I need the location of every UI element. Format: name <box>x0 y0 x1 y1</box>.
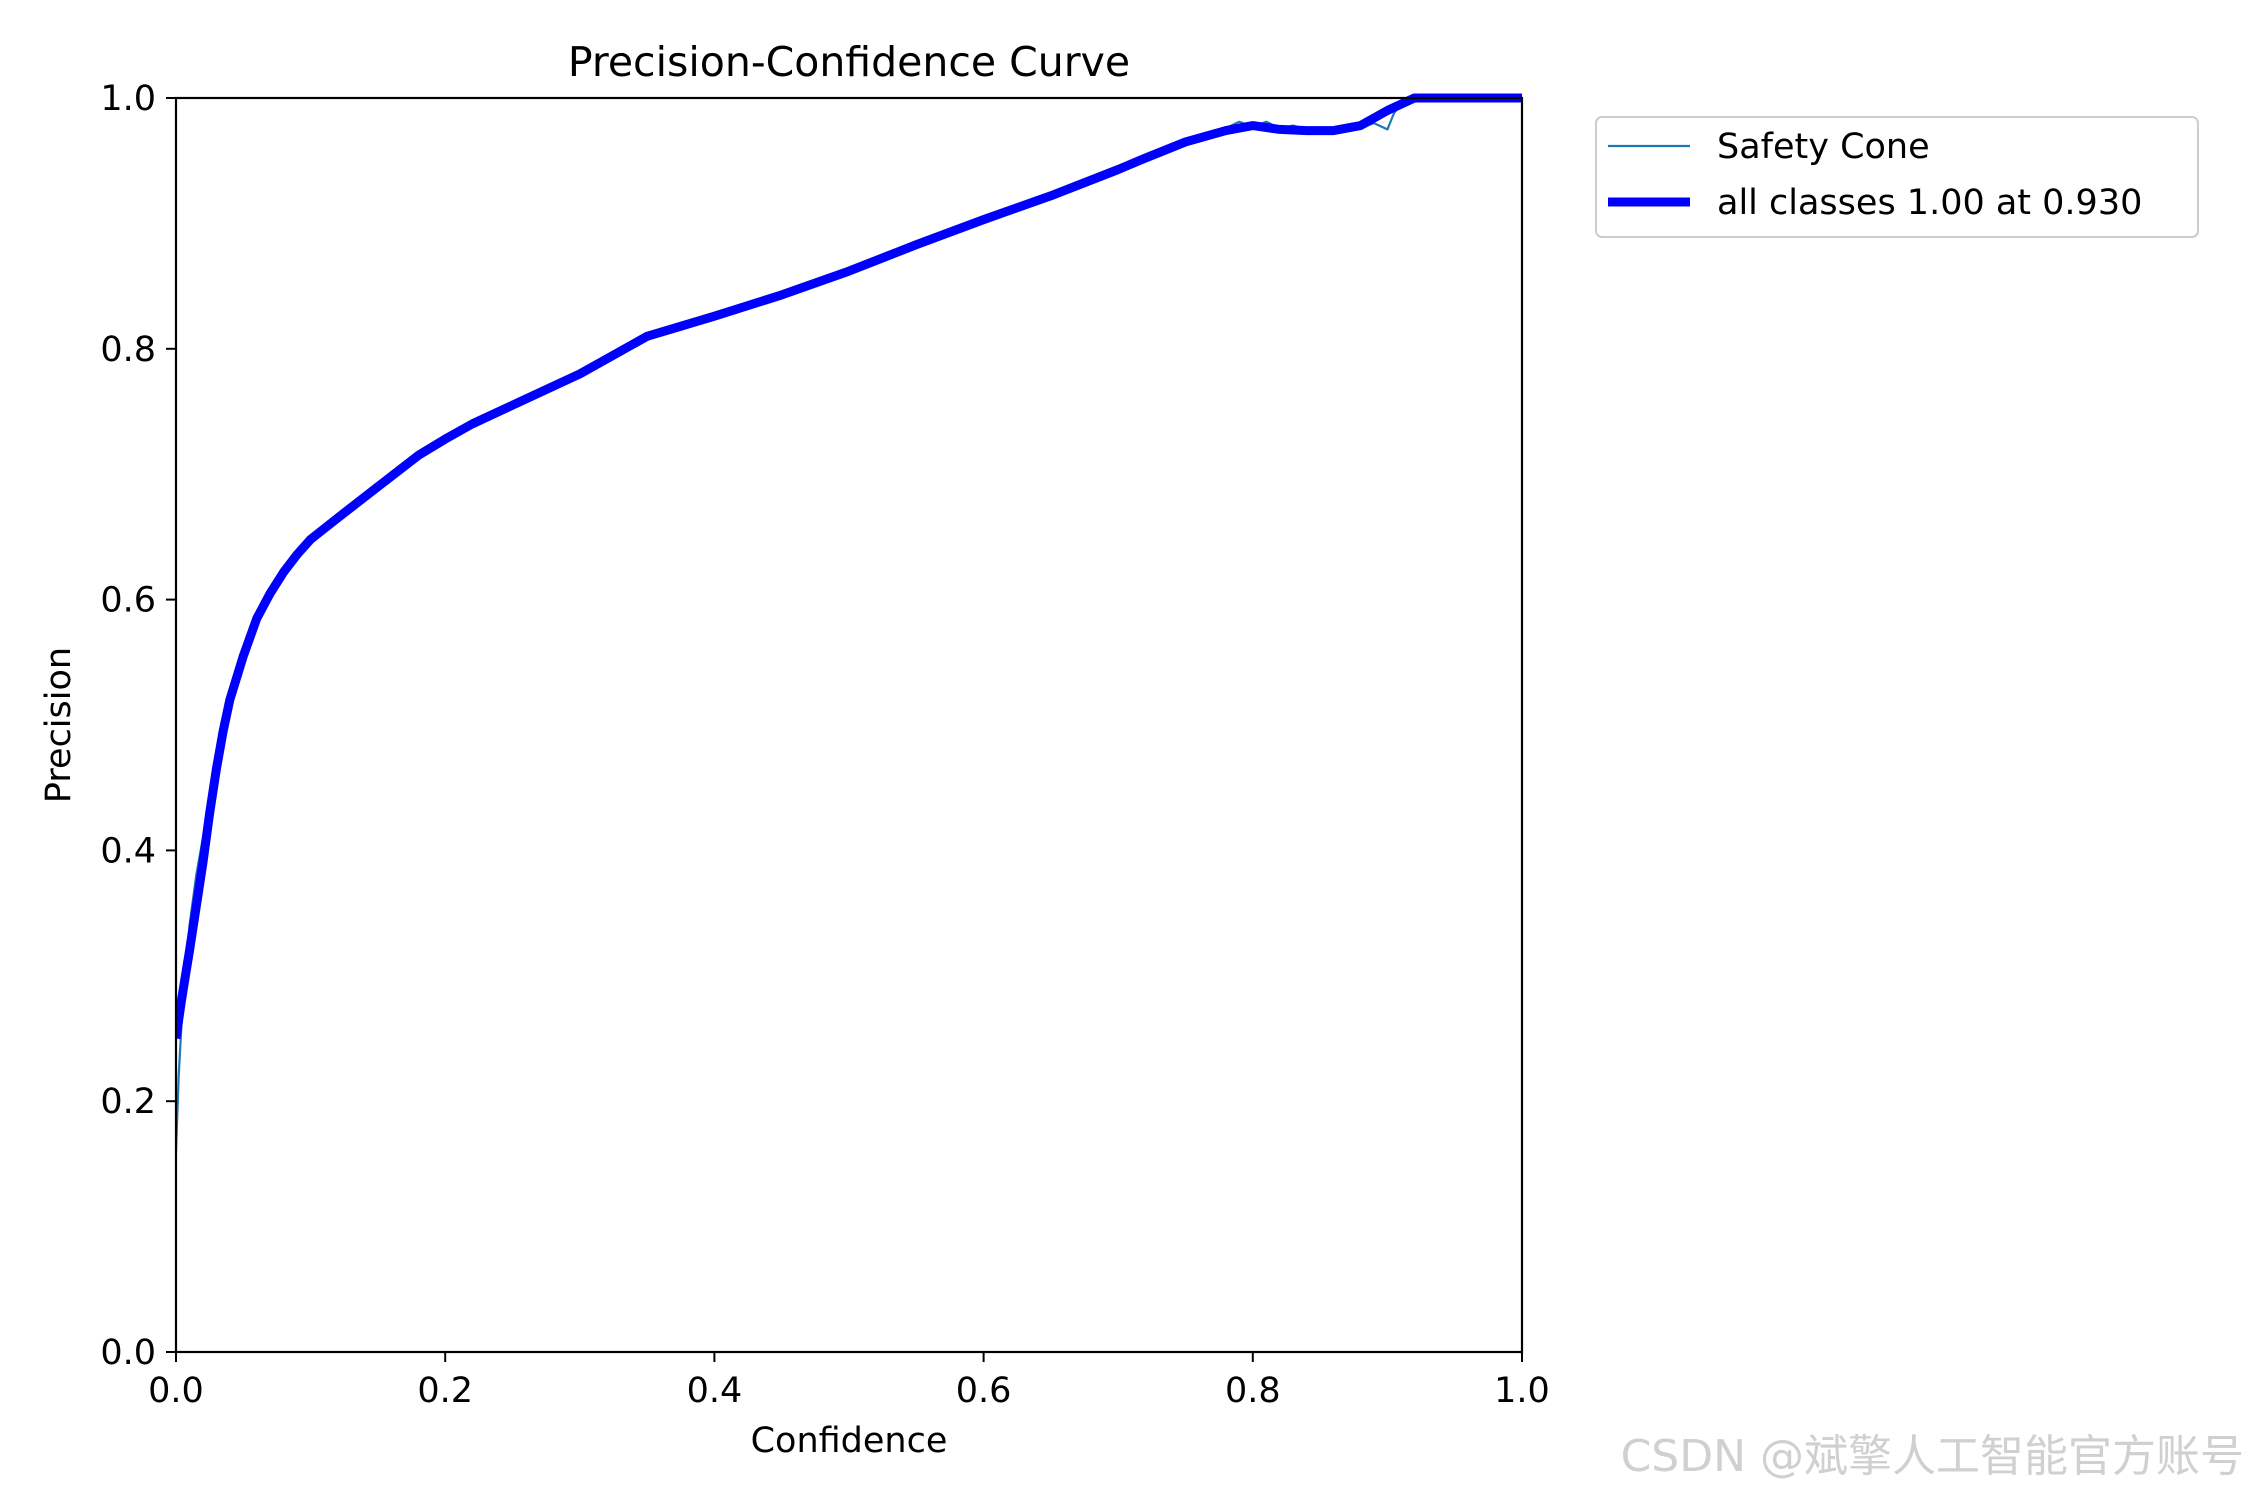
y-tick-label: 0.6 <box>100 581 156 621</box>
legend-label-all-classes: all classes 1.00 at 0.930 <box>1717 183 2142 223</box>
watermark-text: CSDN @斌擎人工智能官方账号 <box>1620 1431 2244 1482</box>
y-tick-label: 0.8 <box>100 330 156 370</box>
x-axis-label: Confidence <box>751 1421 948 1461</box>
chart-title: Precision-Confidence Curve <box>568 38 1130 86</box>
x-tick-label: 0.2 <box>417 1371 473 1411</box>
legend: Safety Cone all classes 1.00 at 0.930 <box>1595 116 2199 238</box>
x-tick-label: 0.8 <box>1225 1371 1281 1411</box>
x-tick-label: 1.0 <box>1494 1371 1550 1411</box>
ticks-layer: 0.0 0.2 0.4 0.6 0.8 1.0 0.0 0.2 0.4 0.6 0.8 1.0 <box>100 79 1550 1411</box>
y-tick-label: 1.0 <box>100 79 156 119</box>
plot-frame <box>174 96 1524 1354</box>
y-tick-label: 0.0 <box>100 1333 156 1373</box>
x-tick-label: 0.0 <box>148 1371 204 1411</box>
y-axis-label: Precision <box>39 647 79 803</box>
y-tick-label: 0.4 <box>100 831 156 871</box>
series-layer <box>176 93 1522 1152</box>
y-tick-label: 0.2 <box>100 1082 156 1122</box>
series-line-1 <box>176 93 1522 1040</box>
x-tick-label: 0.6 <box>956 1371 1012 1411</box>
series-line-0 <box>176 96 1522 1152</box>
legend-label-safety-cone: Safety Cone <box>1717 127 1930 167</box>
x-tick-label: 0.4 <box>687 1371 743 1411</box>
legend-box <box>1595 116 2199 238</box>
